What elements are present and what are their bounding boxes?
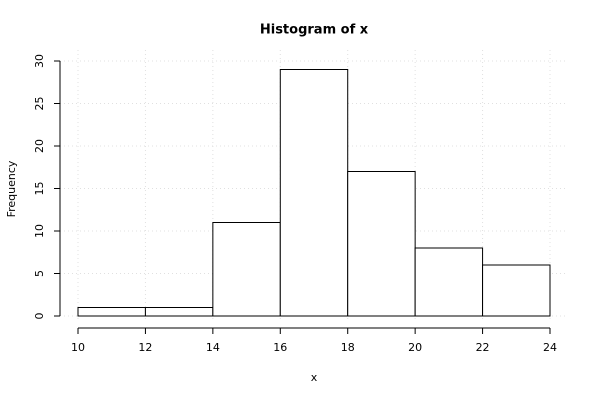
bar <box>414 247 484 317</box>
bar <box>347 171 416 317</box>
y-tick-label: 0 <box>33 313 46 320</box>
chart-title: Histogram of x <box>260 23 369 38</box>
y-tick-label: 30 <box>33 54 46 68</box>
bar <box>144 307 214 317</box>
x-tick-label: 14 <box>206 341 220 354</box>
x-tick-label: 24 <box>543 341 557 354</box>
x-tick-label: 18 <box>341 341 355 354</box>
x-tick-label: 22 <box>476 341 490 354</box>
bar <box>212 222 281 317</box>
y-tick-label: 15 <box>33 182 46 196</box>
bar <box>279 69 349 317</box>
x-tick-label: 10 <box>71 341 85 354</box>
bar <box>482 264 551 317</box>
y-tick-label: 10 <box>33 224 46 238</box>
y-tick-label: 25 <box>33 97 46 111</box>
bar <box>77 307 146 317</box>
y-tick-label: 20 <box>33 139 46 153</box>
y-tick-label: 5 <box>33 270 46 277</box>
x-tick-label: 16 <box>273 341 287 354</box>
x-axis-label: x <box>311 371 318 384</box>
x-tick-label: 20 <box>408 341 422 354</box>
y-axis-label: Frequency <box>5 160 18 217</box>
x-tick-label: 12 <box>138 341 152 354</box>
